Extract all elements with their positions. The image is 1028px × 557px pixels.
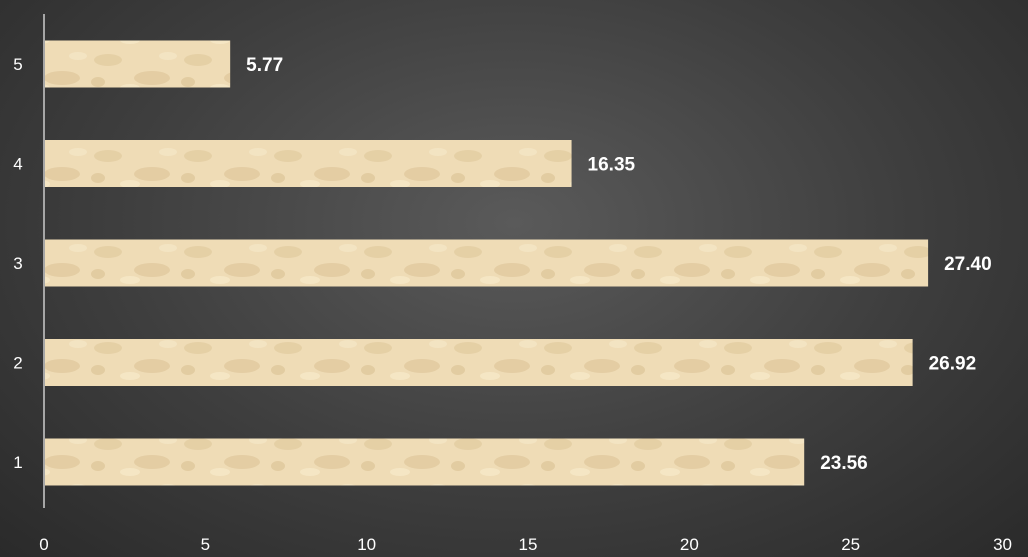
bars-layer: [45, 40, 929, 486]
bar-2: [45, 339, 913, 386]
x-tick-label: 25: [841, 535, 860, 554]
bar-4: [45, 140, 572, 187]
x-tick-labels: 0 5 10 15 20 25 30: [39, 535, 1012, 554]
x-tick-label: 30: [993, 535, 1012, 554]
bar-1: [45, 438, 805, 486]
x-tick-label: 20: [680, 535, 699, 554]
y-tick-label: 5: [13, 55, 22, 74]
y-tick-label: 1: [13, 453, 22, 472]
data-label-4: 16.35: [588, 155, 636, 176]
y-tick-label: 4: [13, 155, 22, 174]
data-label-2: 26.92: [929, 354, 977, 375]
x-tick-label: 15: [519, 535, 538, 554]
y-tick-label: 3: [13, 254, 22, 273]
x-tick-label: 0: [39, 535, 48, 554]
x-tick-label: 5: [201, 535, 210, 554]
data-label-1: 23.56: [820, 453, 868, 474]
x-tick-label: 10: [357, 535, 376, 554]
bar-3: [45, 239, 929, 287]
data-label-3: 27.40: [944, 254, 992, 275]
data-labels: 23.56 26.92 27.40 16.35 5.77: [246, 55, 991, 474]
bar-5: [45, 40, 231, 88]
y-tick-labels: 1 2 3 4 5: [13, 55, 22, 472]
data-label-5: 5.77: [246, 55, 283, 76]
y-tick-label: 2: [13, 354, 22, 373]
